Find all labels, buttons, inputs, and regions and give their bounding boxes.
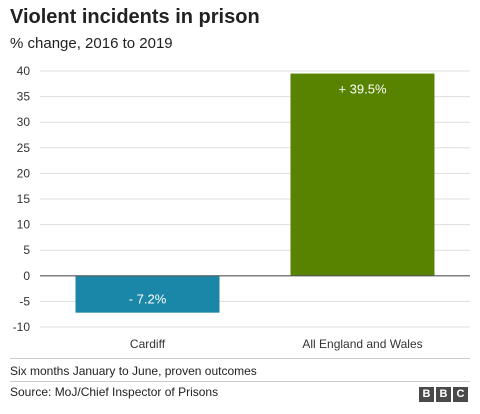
y-tick-label: 5 xyxy=(23,243,30,257)
y-tick-label: -10 xyxy=(13,320,31,334)
y-tick-label: -5 xyxy=(19,294,30,308)
bar-chart: 40 35 30 25 20 15 10 5 0 -5 -10 - 7.2% Cardiff + 39.5… xyxy=(13,64,470,351)
bbc-logo-letter: C xyxy=(453,387,468,402)
x-category-label: All England and Wales xyxy=(302,337,422,351)
y-tick-label: 35 xyxy=(17,90,31,104)
footer-divider-2 xyxy=(10,381,470,382)
x-category-label: Cardiff xyxy=(130,337,166,351)
y-tick-label: 15 xyxy=(17,192,31,206)
bbc-logo-letter: B xyxy=(419,387,434,402)
y-tick-label: 10 xyxy=(17,218,31,232)
y-tick-label: 20 xyxy=(17,166,31,180)
chart-note: Six months January to June, proven outco… xyxy=(10,364,257,378)
bar xyxy=(75,275,220,313)
y-tick-label: 25 xyxy=(17,141,31,155)
bbc-logo-letter: B xyxy=(436,387,451,402)
y-tick-label: 0 xyxy=(23,269,30,283)
bbc-logo: B B C xyxy=(419,387,468,402)
y-tick-label: 30 xyxy=(17,115,31,129)
footer-divider xyxy=(10,358,470,359)
y-tick-label: 40 xyxy=(17,64,31,78)
chart-subtitle: % change, 2016 to 2019 xyxy=(10,35,173,52)
bar xyxy=(290,73,435,276)
bar-value-label: - 7.2% xyxy=(129,292,167,307)
bar-value-label: + 39.5% xyxy=(338,82,387,97)
chart-title: Violent incidents in prison xyxy=(10,6,260,28)
chart-source: Source: MoJ/Chief Inspector of Prisons xyxy=(10,385,219,399)
